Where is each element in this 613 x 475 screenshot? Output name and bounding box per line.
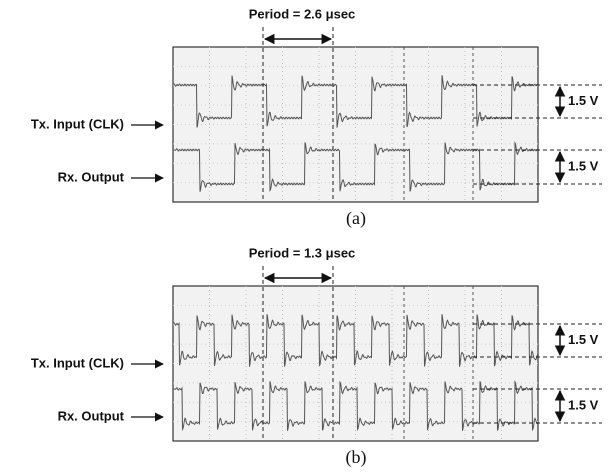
voltage-label: 1.5 V <box>568 332 599 347</box>
panel-caption: (a) <box>346 208 366 229</box>
panel-caption: (b) <box>346 447 367 468</box>
voltage-label: 1.5 V <box>568 158 599 173</box>
tx-label: Tx. Input (CLK) <box>31 116 124 131</box>
period-label: Period = 2.6 μsec <box>249 6 356 21</box>
rx-label: Rx. Output <box>58 408 125 423</box>
rx-label: Rx. Output <box>58 169 125 184</box>
voltage-label: 1.5 V <box>568 93 599 108</box>
period-label: Period = 1.3 μsec <box>249 245 356 260</box>
figure: Period = 2.6 μsec Tx. Input (CLK) Rx. Outp… <box>0 0 613 475</box>
scope-screen <box>173 47 538 202</box>
tx-label: Tx. Input (CLK) <box>31 355 124 370</box>
voltage-label: 1.5 V <box>568 397 599 412</box>
